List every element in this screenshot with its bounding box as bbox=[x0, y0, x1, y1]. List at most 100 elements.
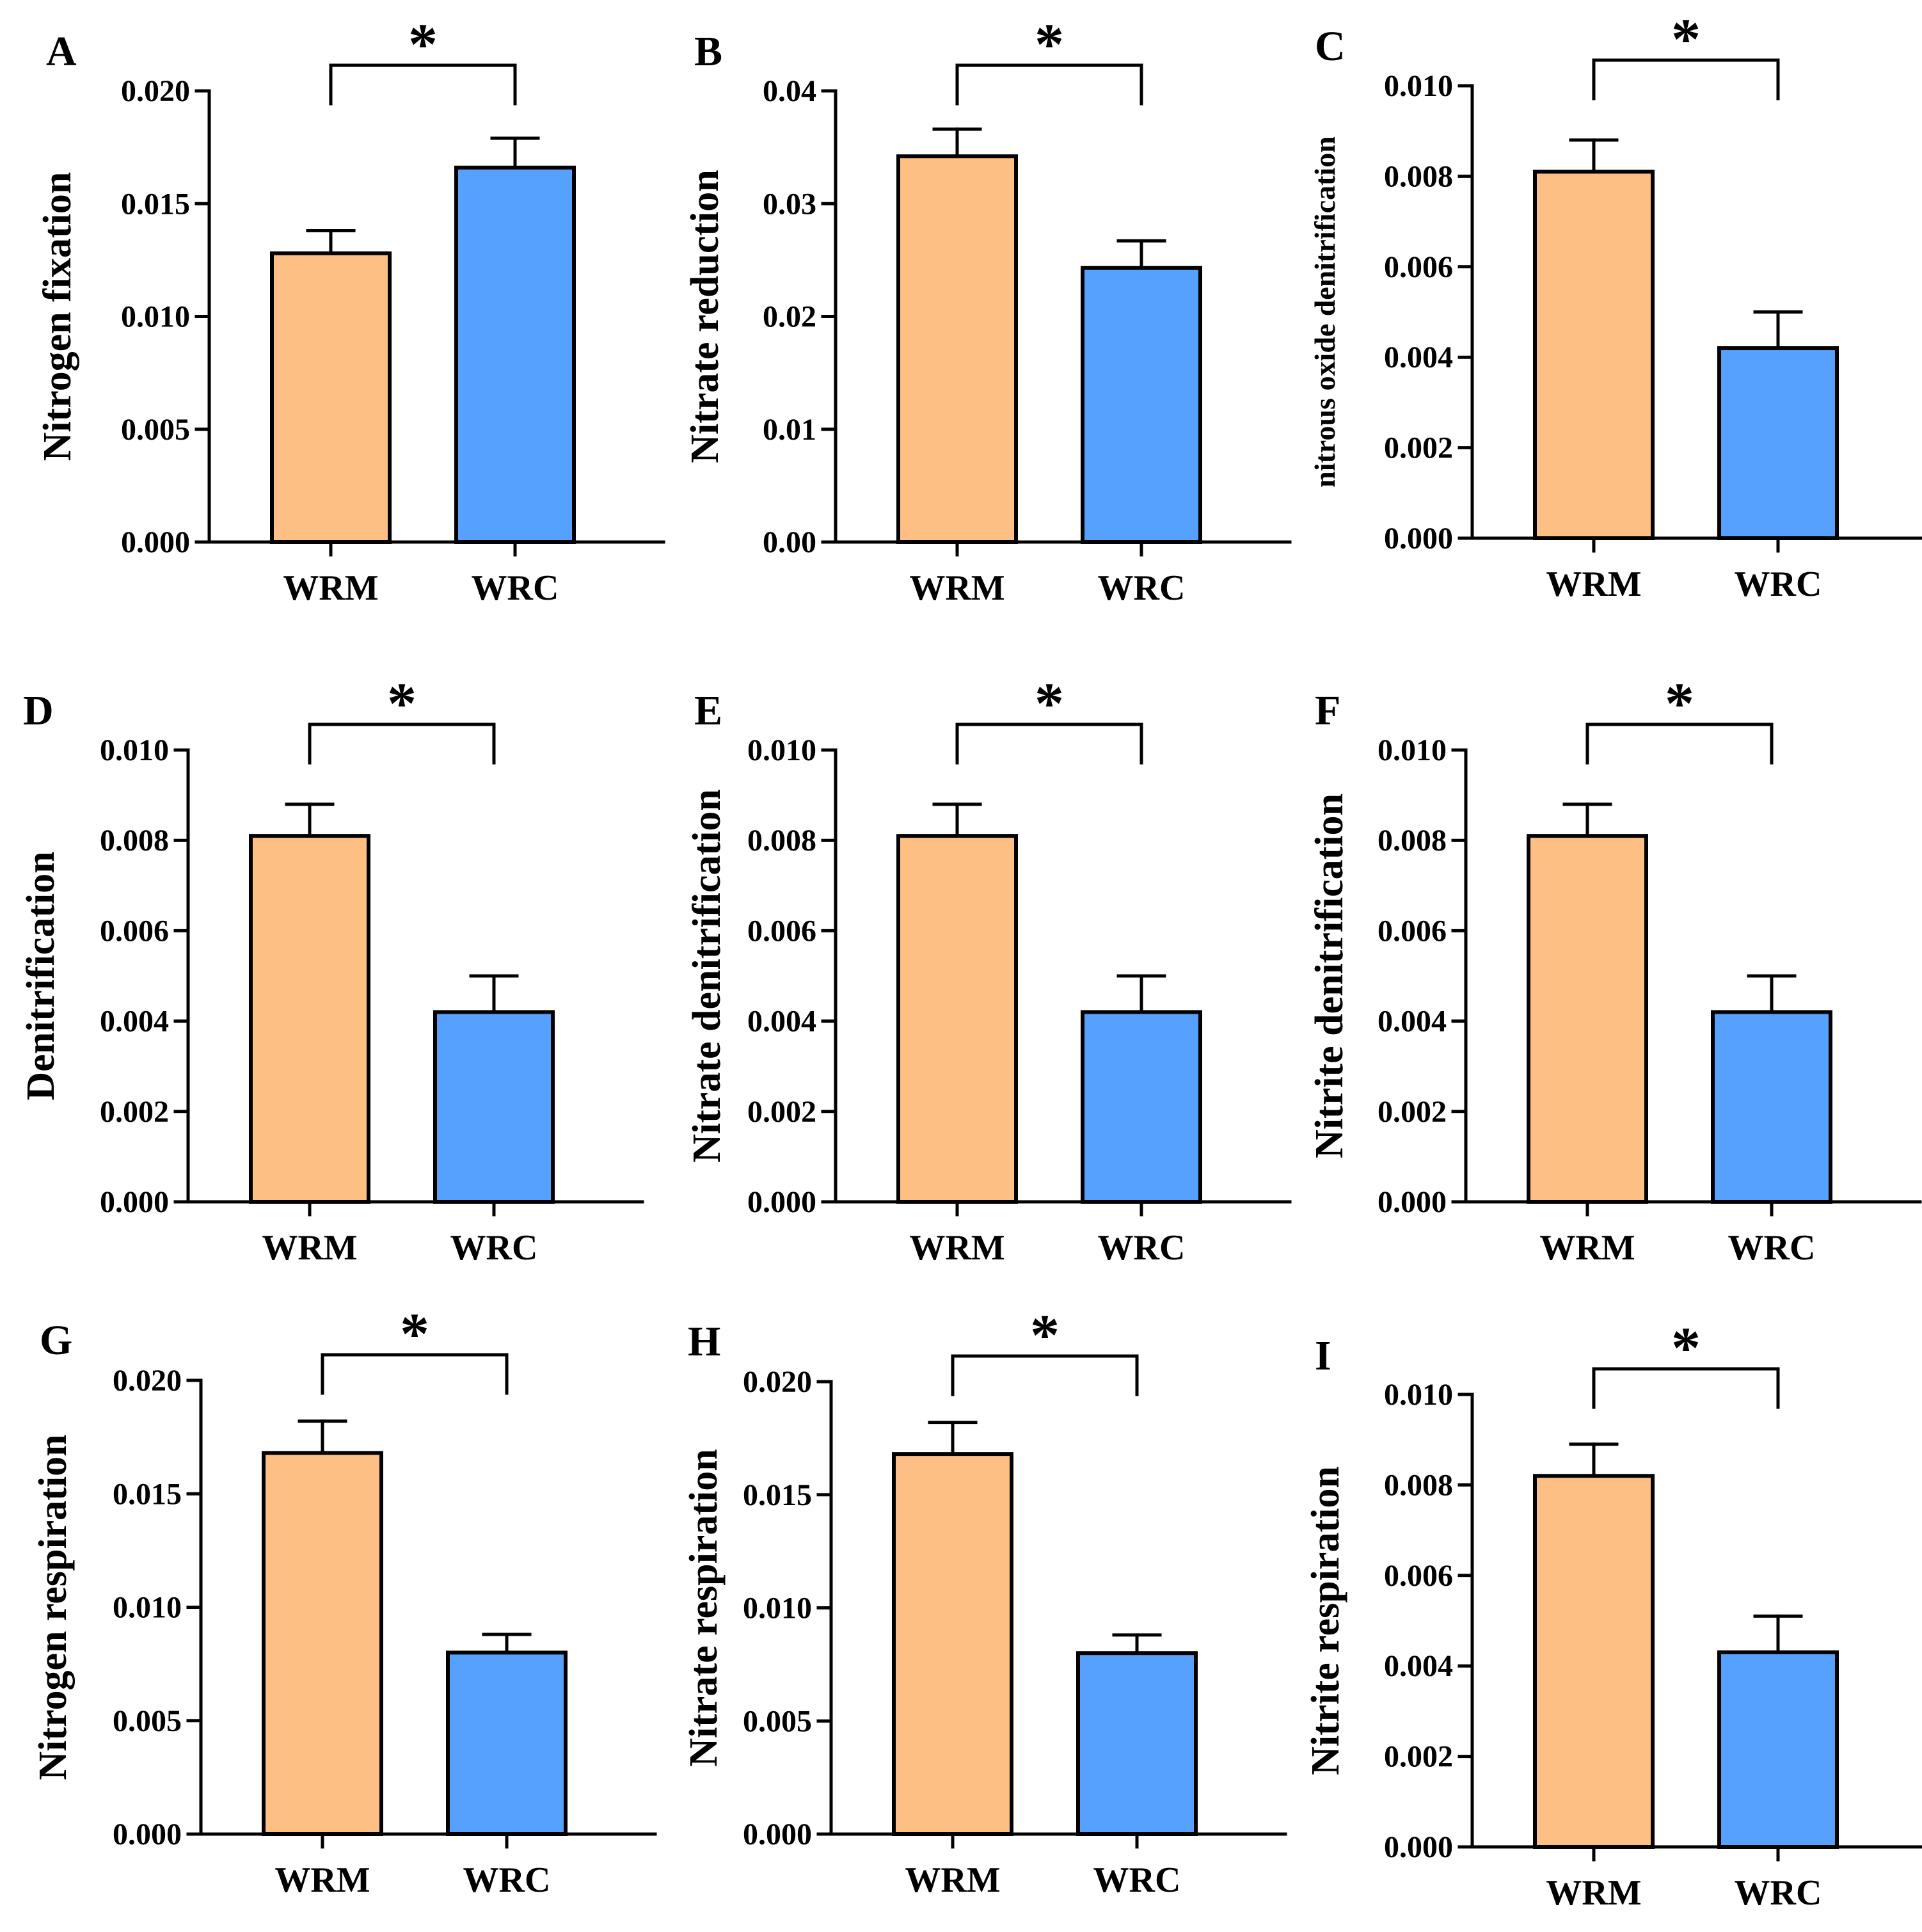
y-axis-label: Nitrite respiration bbox=[1304, 1466, 1347, 1775]
bar-wrm bbox=[249, 834, 370, 1204]
y-tick-label: 0.010 bbox=[100, 733, 169, 767]
bar-wrm bbox=[896, 154, 1018, 545]
y-tick-label: 0.004 bbox=[747, 1005, 816, 1039]
significance-bracket bbox=[308, 723, 496, 765]
significance-star: * bbox=[1035, 671, 1064, 736]
y-tick-label: 0.03 bbox=[763, 187, 816, 221]
category-label-wrc: WRC bbox=[1735, 1873, 1822, 1913]
y-tick-label: 0.01 bbox=[763, 413, 816, 447]
y-tick-label: 0.000 bbox=[743, 1817, 812, 1851]
bar-wrc bbox=[1711, 1010, 1832, 1204]
y-tick-label: 0.002 bbox=[1378, 1095, 1447, 1129]
significance-star: * bbox=[387, 671, 417, 736]
y-tick-label: 0.010 bbox=[113, 1591, 182, 1625]
y-tick-label: 0.000 bbox=[1384, 522, 1453, 555]
y-tick-label: 0.006 bbox=[1384, 1559, 1453, 1593]
bar-wrm bbox=[270, 251, 392, 544]
y-tick-label: 0.004 bbox=[1384, 1649, 1453, 1683]
y-tick-label: 0.020 bbox=[113, 1364, 182, 1398]
y-tick-label: 0.010 bbox=[121, 300, 190, 334]
significance-star: * bbox=[1035, 12, 1064, 77]
category-label-wrm: WRM bbox=[283, 568, 378, 608]
y-tick-label: 0.002 bbox=[1384, 431, 1453, 465]
bar-wrm bbox=[896, 834, 1018, 1204]
category-label-wrc: WRC bbox=[1098, 568, 1186, 608]
y-axis-label: nitrous oxide denitrification bbox=[1308, 136, 1341, 488]
y-tick-label: 0.000 bbox=[121, 525, 190, 559]
significance-bracket bbox=[1585, 723, 1774, 765]
panel-letter: C bbox=[1315, 23, 1346, 70]
y-tick-label: 0.000 bbox=[1384, 1830, 1453, 1864]
y-tick-label: 0.04 bbox=[763, 74, 816, 108]
chart-panel-i: I Nitrite respiration 0.000 0.002 0.004 0.006… bbox=[1304, 1315, 1922, 1913]
significance-bracket bbox=[1592, 58, 1780, 100]
chart-panel-h: H Nitrate respiration 0.000 0.005 0.010 0.015… bbox=[682, 1302, 1287, 1900]
category-label-wrm: WRM bbox=[909, 1228, 1005, 1268]
y-tick-label: 0.008 bbox=[1384, 159, 1453, 193]
y-tick-label: 0.000 bbox=[113, 1817, 182, 1851]
y-tick-label: 0.002 bbox=[1384, 1740, 1453, 1774]
y-tick-label: 0.015 bbox=[121, 187, 190, 221]
panel-letter: A bbox=[46, 28, 77, 75]
chart-panel-a: A Nitrogen fixation 0.000 0.005 0.010 0.015 0.… bbox=[36, 12, 665, 608]
y-axis-label: Denitrification bbox=[19, 851, 63, 1100]
category-label-wrc: WRC bbox=[1735, 564, 1822, 604]
category-label-wrm: WRM bbox=[1539, 1228, 1635, 1268]
chart-panel-b: B Nitrate reduction 0.00 0.01 0.02 0.03 0.04 WR… bbox=[683, 12, 1292, 608]
panel-letter: H bbox=[688, 1318, 720, 1365]
y-tick-label: 0.000 bbox=[1378, 1185, 1447, 1219]
y-tick-label: 0.008 bbox=[100, 824, 169, 858]
significance-star: * bbox=[400, 1301, 429, 1366]
y-axis-label: Nitrite denitrification bbox=[1308, 794, 1351, 1158]
panel-letter: D bbox=[23, 687, 54, 734]
bar-wrm bbox=[1533, 1474, 1655, 1849]
bar-wrc bbox=[1717, 1650, 1839, 1849]
y-tick-label: 0.002 bbox=[100, 1095, 169, 1129]
significance-star: * bbox=[1671, 6, 1701, 72]
significance-bracket bbox=[955, 63, 1143, 106]
y-tick-label: 0.005 bbox=[113, 1704, 182, 1738]
bar-wrm bbox=[262, 1451, 383, 1836]
y-axis-label: Nitrogen fixation bbox=[36, 172, 79, 461]
y-tick-label: 0.006 bbox=[747, 914, 816, 948]
chart-panel-e: E Nitrate denitrification 0.000 0.002 0.004 0… bbox=[685, 671, 1292, 1268]
panel-letter: B bbox=[694, 28, 722, 75]
y-tick-label: 0.005 bbox=[121, 413, 190, 447]
significance-star: * bbox=[408, 12, 438, 77]
panel-letter: G bbox=[40, 1317, 72, 1364]
category-label-wrm: WRM bbox=[909, 568, 1005, 608]
category-label-wrc: WRC bbox=[450, 1228, 538, 1268]
y-tick-label: 0.010 bbox=[1378, 733, 1447, 767]
chart-panel-g: G Nitrogen respiration 0.000 0.005 0.010 0.01… bbox=[31, 1301, 657, 1900]
y-tick-label: 0.008 bbox=[747, 824, 816, 858]
bar-wrc bbox=[1717, 346, 1839, 540]
category-label-wrc: WRC bbox=[1098, 1228, 1186, 1268]
significance-bracket bbox=[955, 723, 1143, 765]
significance-star: * bbox=[1671, 1315, 1701, 1380]
y-tick-label: 0.010 bbox=[747, 733, 816, 767]
y-tick-label: 0.006 bbox=[100, 914, 169, 948]
bar-wrm bbox=[1533, 170, 1655, 540]
y-tick-label: 0.000 bbox=[747, 1185, 816, 1219]
y-tick-label: 0.004 bbox=[1378, 1005, 1447, 1039]
category-label-wrm: WRM bbox=[274, 1860, 370, 1900]
y-tick-label: 0.004 bbox=[1384, 340, 1453, 374]
y-tick-label: 0.005 bbox=[743, 1704, 812, 1738]
y-tick-label: 0.008 bbox=[1378, 824, 1447, 858]
significance-bracket bbox=[329, 63, 517, 106]
category-label-wrc: WRC bbox=[1728, 1228, 1816, 1268]
y-tick-label: 0.006 bbox=[1378, 914, 1447, 948]
y-tick-label: 0.008 bbox=[1384, 1468, 1453, 1502]
y-tick-label: 0.02 bbox=[763, 300, 816, 334]
chart-panel-d: D Denitrification 0.000 0.002 0.004 0.006 0.00… bbox=[19, 671, 644, 1268]
significance-star: * bbox=[1030, 1302, 1060, 1368]
panel-letter: I bbox=[1315, 1332, 1331, 1379]
significance-bracket bbox=[1592, 1367, 1780, 1409]
panel-letter: F bbox=[1315, 687, 1340, 734]
bar-wrc bbox=[454, 165, 576, 545]
panel-letter: E bbox=[694, 687, 722, 734]
y-tick-label: 0.00 bbox=[763, 525, 816, 559]
y-tick-label: 0.010 bbox=[1384, 69, 1453, 103]
